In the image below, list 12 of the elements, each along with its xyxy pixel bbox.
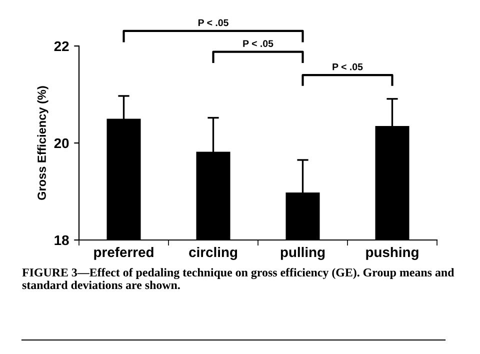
y-tick-label: 22 — [54, 41, 69, 52]
x-tick-label: preferred — [94, 246, 154, 260]
text: P < .05 — [198, 19, 228, 26]
y-axis-title: Gross Efficiency (%) — [37, 86, 48, 200]
y-tick-label: 20 — [54, 138, 69, 148]
annotation: P < .05 — [243, 40, 274, 47]
x-tick-label: circling — [189, 246, 238, 260]
x-tick-label: pushing — [366, 246, 418, 260]
caption: FIGURE 3—Effect of pedaling technique on gross efficiency (GE). Group means and standard deviations are shown. — [22, 268, 454, 290]
x-tick-label: pulling — [280, 246, 325, 260]
annotation: P < .05 — [332, 63, 363, 70]
y-tick-label: 18 — [54, 235, 69, 246]
